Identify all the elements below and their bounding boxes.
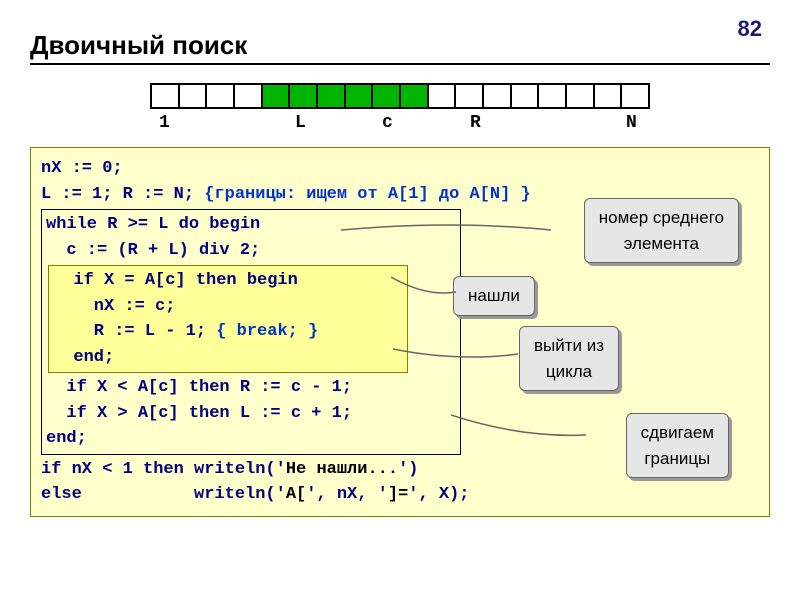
code-line: nX := 0; (41, 156, 759, 182)
callout-median: номер среднего элемента (584, 198, 739, 263)
array-cell (429, 85, 457, 107)
code-line: end; (53, 345, 403, 371)
code-line: if X > A[c] then L := c + 1; (46, 401, 456, 427)
array-cell (318, 85, 346, 107)
code-line: nX := c; (53, 294, 403, 320)
array-cell (622, 85, 650, 107)
code-block: nX := 0; L := 1; R := N; {границы: ищем … (30, 147, 770, 517)
array-cell (263, 85, 291, 107)
array-cell (512, 85, 540, 107)
array-cell (152, 85, 180, 107)
code-line: c := (R + L) div 2; (46, 238, 456, 264)
code-line: if X = A[c] then begin (53, 268, 403, 294)
callout-shift: сдвигаем границы (626, 413, 729, 478)
page-number: 82 (738, 16, 762, 42)
array-label-N: N (626, 113, 637, 133)
code-line: end; (46, 426, 456, 452)
array-label-R: R (470, 113, 481, 133)
array-cell (346, 85, 374, 107)
array-cell (235, 85, 263, 107)
title-divider (30, 63, 770, 65)
code-line: while R >= L do begin (46, 212, 456, 238)
page-title: Двоичный поиск (30, 30, 770, 61)
connector-line (451, 410, 591, 440)
array-cell (456, 85, 484, 107)
array-cell (180, 85, 208, 107)
array-cell (595, 85, 623, 107)
array-labels: 1 L c R N (150, 113, 650, 135)
code-line: if X < A[c] then R := c - 1; (46, 375, 456, 401)
array-cell (401, 85, 429, 107)
array-cell (567, 85, 595, 107)
callout-found: нашли (453, 276, 535, 316)
array-cell (539, 85, 567, 107)
callout-break: выйти из цикла (519, 326, 619, 391)
array-label-L: L (295, 113, 306, 133)
array-label-c: c (382, 113, 393, 133)
array-cell (373, 85, 401, 107)
while-block: while R >= L do begin c := (R + L) div 2… (41, 209, 461, 455)
array-cell (484, 85, 512, 107)
array-visualization (150, 83, 650, 109)
code-line: R := L - 1; { break; } (53, 319, 403, 345)
array-label-1: 1 (159, 113, 170, 133)
if-block: if X = A[c] then begin nX := c; R := L -… (48, 265, 408, 373)
code-line: else writeln('A[', nX, ']=', X); (41, 482, 759, 508)
array-cell (290, 85, 318, 107)
array-cell (207, 85, 235, 107)
